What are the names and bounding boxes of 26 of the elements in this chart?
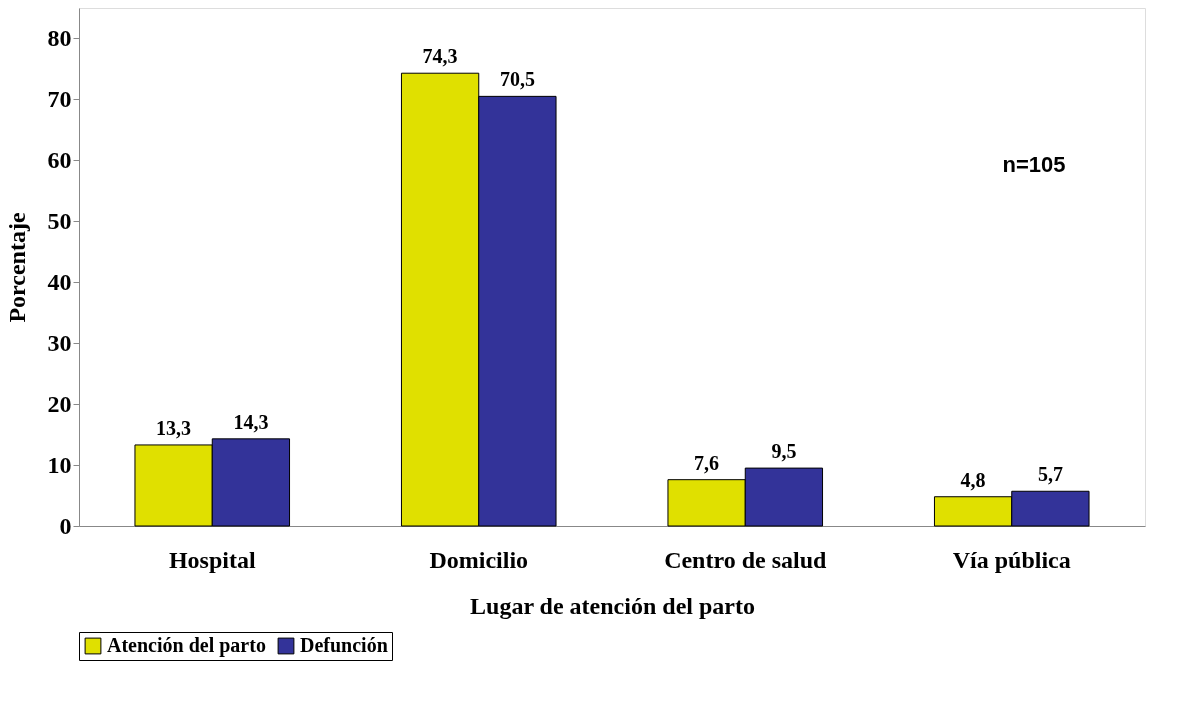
legend-label: Atención del parto [107, 634, 266, 657]
y-tick-label: 50 [47, 207, 72, 234]
y-tick-label: 80 [47, 24, 72, 51]
y-axis-title: Porcentaje [3, 212, 30, 323]
y-tick-label: 20 [47, 390, 72, 417]
y-tick-label: 0 [59, 512, 72, 539]
x-tick-label: Vía pública [952, 546, 1071, 573]
text: 9,5 [771, 440, 797, 463]
x-tick-label: Domicilio [429, 546, 529, 573]
x-tick-label: Hospital [168, 546, 256, 573]
text: 7,6 [694, 451, 720, 474]
y-tick-label: 70 [47, 85, 72, 112]
x-tick-label: Centro de salud [664, 546, 828, 573]
text: 70,5 [499, 68, 535, 91]
y-tick-label: 40 [47, 268, 72, 295]
legend-label: Defunción [300, 634, 388, 656]
text: 14,3 [233, 410, 269, 433]
text: 4,8 [960, 468, 986, 491]
y-tick-label: 30 [47, 329, 72, 356]
text: 13,3 [156, 416, 192, 439]
y-tick-label: 10 [47, 451, 72, 478]
text: 74,3 [422, 45, 458, 68]
annotation: n=105 [1002, 152, 1066, 177]
x-axis-title: Lugar de atención del parto [470, 592, 755, 619]
text: 5,7 [1037, 463, 1063, 486]
y-tick-label: 60 [47, 146, 72, 173]
